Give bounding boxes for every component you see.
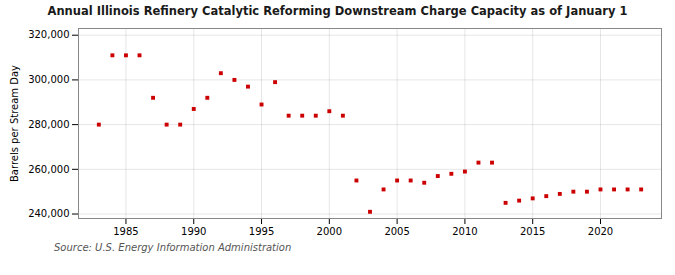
svg-text:260,000: 260,000 xyxy=(28,164,69,175)
svg-text:2000: 2000 xyxy=(317,226,342,237)
svg-text:240,000: 240,000 xyxy=(28,208,69,219)
svg-text:2005: 2005 xyxy=(384,226,409,237)
svg-text:320,000: 320,000 xyxy=(28,29,69,40)
svg-text:280,000: 280,000 xyxy=(28,119,69,130)
svg-text:1990: 1990 xyxy=(181,226,206,237)
svg-text:Barrels per Stream Day: Barrels per Stream Day xyxy=(9,65,20,182)
html-text:Source: U.S. Energy Informatio: Source: U.S. Energy Information Administ… xyxy=(54,242,292,253)
svg-text:2015: 2015 xyxy=(520,226,545,237)
svg-text:2020: 2020 xyxy=(588,226,613,237)
svg-text:1995: 1995 xyxy=(249,226,274,237)
svg-text:1985: 1985 xyxy=(113,226,138,237)
svg-text:300,000: 300,000 xyxy=(28,74,69,85)
svg-text:2010: 2010 xyxy=(452,226,477,237)
html-text:Annual Illinois Refinery Catal: Annual Illinois Refinery Catalytic Refor… xyxy=(47,4,628,18)
